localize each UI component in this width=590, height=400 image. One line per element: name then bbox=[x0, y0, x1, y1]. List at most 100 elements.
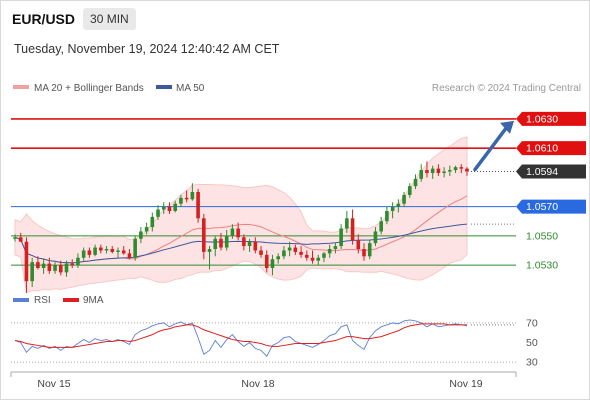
ma9-legend-swatch bbox=[63, 298, 79, 302]
candle bbox=[385, 206, 389, 225]
candle bbox=[139, 227, 143, 244]
credit-label: Research © 2024 Trading Central bbox=[432, 83, 581, 94]
candle bbox=[230, 224, 235, 239]
candle bbox=[202, 213, 206, 260]
candle bbox=[316, 254, 321, 266]
level-label-1.0594: 1.0594 bbox=[516, 164, 586, 179]
candle bbox=[356, 234, 361, 254]
candle-body bbox=[430, 168, 435, 173]
candle-body bbox=[190, 192, 195, 200]
candle-body bbox=[47, 263, 52, 271]
candle bbox=[41, 259, 46, 274]
candle bbox=[207, 246, 212, 270]
candle bbox=[276, 253, 280, 264]
candle bbox=[282, 246, 286, 260]
bollinger-bands bbox=[14, 136, 468, 294]
candle-body bbox=[448, 170, 452, 172]
rsi-panel: 70 50 30 bbox=[11, 317, 538, 369]
moving-averages bbox=[14, 195, 468, 264]
candle bbox=[327, 244, 332, 258]
candle-body bbox=[121, 250, 126, 254]
candle-body bbox=[161, 206, 166, 210]
candle-body bbox=[53, 265, 57, 271]
candle bbox=[310, 250, 315, 264]
candle-body bbox=[362, 249, 366, 257]
candle-body bbox=[13, 237, 17, 239]
candle-body bbox=[379, 221, 383, 232]
bollinger-band-area bbox=[14, 136, 468, 294]
candle-body bbox=[76, 257, 80, 266]
candle bbox=[133, 235, 137, 261]
candle bbox=[453, 165, 458, 173]
candle bbox=[299, 246, 303, 258]
ma50-line bbox=[14, 223, 468, 264]
candle-body bbox=[167, 206, 172, 211]
candle-body bbox=[356, 240, 361, 249]
candle-body bbox=[247, 241, 252, 247]
candle bbox=[121, 246, 126, 255]
candle bbox=[184, 190, 189, 203]
candle bbox=[179, 194, 183, 207]
timestamp: Tuesday, November 19, 2024 12:40:42 AM C… bbox=[14, 42, 280, 56]
candle-body bbox=[339, 228, 343, 247]
price-levels bbox=[11, 118, 516, 266]
level-label-1.0530: 1.0530 bbox=[526, 260, 558, 272]
chart-header: EUR/USD 30 MIN bbox=[1, 6, 136, 32]
time-tick-1: Nov 18 bbox=[241, 378, 274, 390]
candle bbox=[373, 227, 378, 247]
candle bbox=[81, 247, 86, 261]
candle bbox=[190, 183, 195, 201]
candle-body bbox=[24, 241, 29, 282]
candle bbox=[459, 164, 464, 173]
candle bbox=[425, 161, 429, 178]
candle-body bbox=[299, 251, 303, 255]
level-label-tag bbox=[516, 199, 586, 214]
level-label-text: 1.0530 bbox=[526, 260, 558, 272]
rsi-tick-50: 50 bbox=[526, 337, 538, 349]
candle-body bbox=[259, 250, 263, 255]
candle bbox=[219, 232, 223, 251]
candle-body bbox=[425, 170, 429, 173]
candle bbox=[224, 230, 229, 251]
candle-body bbox=[202, 218, 206, 252]
candle-body bbox=[18, 237, 23, 242]
candle-body bbox=[293, 247, 298, 252]
time-tick-2: Nov 19 bbox=[449, 378, 482, 390]
candle-body bbox=[385, 211, 389, 222]
rsi-tick-70: 70 bbox=[526, 317, 538, 329]
candle-body bbox=[93, 247, 97, 255]
candle-body bbox=[316, 257, 321, 261]
candle bbox=[390, 202, 395, 219]
ma9-legend-label: 9MA bbox=[83, 295, 104, 306]
candle bbox=[196, 189, 200, 223]
candle-body bbox=[41, 263, 46, 268]
candle-body bbox=[219, 238, 223, 248]
level-label-1.0570: 1.0570 bbox=[516, 199, 586, 214]
candle bbox=[116, 247, 120, 258]
level-label-text: 1.0570 bbox=[526, 201, 558, 213]
candle bbox=[396, 199, 401, 213]
candle-body bbox=[282, 250, 286, 257]
candle-body bbox=[184, 197, 189, 200]
candle-body bbox=[196, 192, 200, 219]
candle-body bbox=[459, 167, 464, 169]
candle bbox=[104, 246, 109, 254]
rsi-ma9-line bbox=[14, 323, 467, 348]
candle-body bbox=[350, 218, 355, 241]
candle bbox=[442, 167, 446, 178]
candle-body bbox=[453, 167, 458, 171]
candle-body bbox=[70, 263, 75, 266]
candle bbox=[270, 254, 275, 276]
candle-body bbox=[436, 168, 441, 173]
ma50-legend-swatch bbox=[156, 85, 172, 89]
candle bbox=[127, 249, 132, 260]
candle bbox=[247, 238, 252, 252]
candle-body bbox=[110, 249, 115, 252]
candle-body bbox=[367, 243, 372, 257]
candle bbox=[333, 243, 338, 254]
candle bbox=[156, 205, 160, 220]
candle bbox=[304, 250, 309, 261]
timeframe-badge[interactable]: 30 MIN bbox=[83, 8, 136, 30]
candle bbox=[161, 202, 166, 214]
